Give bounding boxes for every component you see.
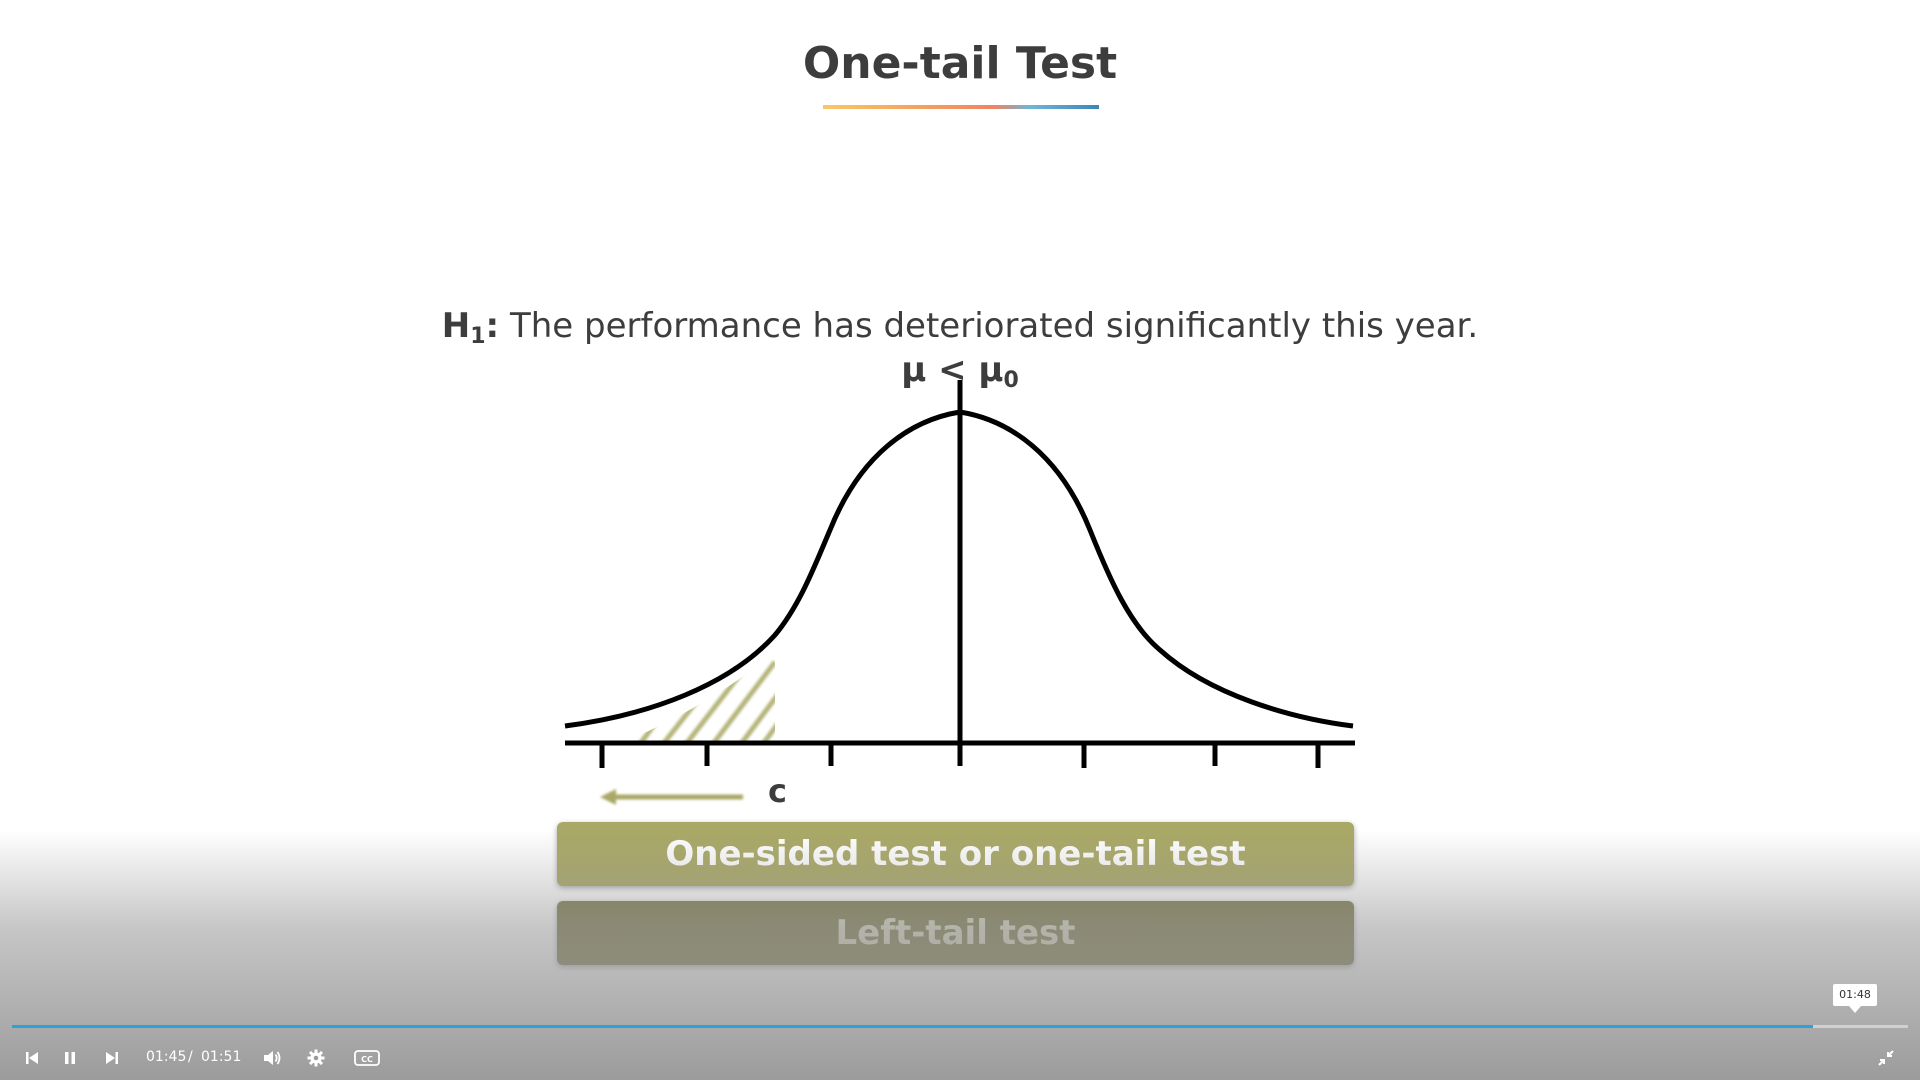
rejection-region-hatch (620, 660, 775, 743)
progress-bar[interactable] (12, 1025, 1908, 1028)
skip-next-icon (106, 1052, 118, 1064)
current-time: 01:45 (146, 1049, 187, 1065)
hypothesis-text: The performance has deteriorated signifi… (499, 306, 1479, 346)
volume-icon (264, 1051, 281, 1065)
formula-subscript: 0 (1003, 368, 1019, 393)
one-sided-test-banner: One-sided test or one-tail test (557, 822, 1354, 886)
seek-tooltip: 01:48 (1833, 984, 1877, 1013)
exit-fullscreen-icon (1878, 1050, 1894, 1066)
hypothesis-subscript: 1 (470, 324, 486, 349)
formula-mu: μ < μ (901, 350, 1004, 390)
pause-button[interactable] (58, 1040, 82, 1076)
previous-button[interactable] (20, 1040, 44, 1076)
hypothesis-colon: : (485, 306, 500, 346)
hypothesis-statement: H1: The performance has deteriorated sig… (0, 306, 1920, 349)
next-button[interactable] (100, 1040, 124, 1076)
hypothesis-formula: μ < μ0 (0, 350, 1920, 393)
critical-value-label: c (768, 772, 787, 810)
exit-fullscreen-button[interactable] (1874, 1040, 1898, 1076)
skip-previous-icon (26, 1052, 38, 1064)
player-controls: 01:45 / 01:51 CC (0, 1040, 1920, 1076)
title-underline (823, 105, 1099, 109)
closed-captions-icon: CC (354, 1050, 380, 1066)
axis-ticks (599, 743, 1321, 768)
left-arrow-icon (600, 789, 743, 805)
volume-button[interactable] (260, 1040, 284, 1076)
pause-icon (65, 1052, 75, 1064)
slide-title: One-tail Test (802, 38, 1118, 89)
svg-text:CC: CC (361, 1055, 373, 1064)
progress-fill (12, 1025, 1814, 1028)
hypothesis-label: H (441, 306, 471, 346)
gear-icon (307, 1049, 325, 1067)
settings-button[interactable] (304, 1040, 328, 1076)
duration: 01:51 (201, 1049, 242, 1065)
left-tail-test-banner: Left-tail test (557, 901, 1354, 965)
time-separator: / (188, 1049, 193, 1065)
captions-button[interactable]: CC (352, 1040, 382, 1076)
